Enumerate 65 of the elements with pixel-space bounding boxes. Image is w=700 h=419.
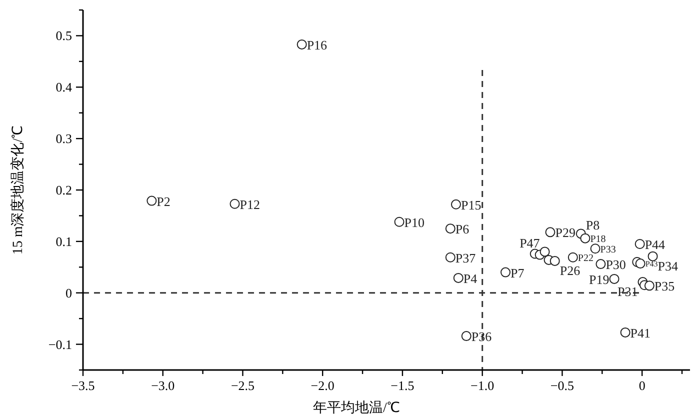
point [453,272,464,283]
data-label: P7 [510,265,525,280]
point [580,233,590,244]
point [568,252,578,262]
point [590,244,600,254]
point [146,196,157,206]
x-tick-label: −2.5 [230,378,255,393]
data-label: P37 [455,250,476,266]
point [596,259,606,270]
point [296,39,307,50]
x-tick-label: −1.0 [470,378,494,393]
point [500,267,511,278]
data-label: P29 [555,225,576,240]
y-tick-label: 0.3 [56,131,72,146]
point [545,227,556,238]
x-axis-title: 年平均地温/℃ [313,400,400,416]
point [450,199,461,210]
data-label: P43 [645,260,658,269]
data-label: P31 [617,284,638,300]
point [445,252,456,262]
data-label: P36 [471,329,492,344]
y-tick-label: −0.1 [48,336,72,352]
data-label: P10 [404,214,425,230]
data-label: P18 [590,234,606,246]
data-label: P22 [578,253,594,264]
x-tick-label: −3.5 [71,378,95,393]
data-label: P15 [460,197,482,212]
data-label: P16 [306,37,328,52]
x-tick-label: −1.5 [390,378,414,393]
data-label: P44 [644,237,666,252]
point [635,258,646,269]
point [550,256,560,266]
y-tick-label: 0.1 [56,234,72,249]
y-tick-label: 0.5 [56,28,72,44]
point [394,216,404,227]
data-label: P26 [560,262,581,278]
data-label: P35 [654,278,675,294]
data-label: P8 [586,218,600,233]
y-tick-label: 0 [66,285,72,300]
data-label: P6 [455,222,470,237]
x-tick-label: 0 [638,378,646,393]
data-label: P12 [240,196,260,212]
data-label: P47 [520,236,540,251]
point [230,198,240,209]
data-label: P19 [589,272,610,287]
point [540,246,550,257]
x-tick-label: −3.0 [151,378,175,393]
data-label: P41 [630,325,651,340]
data-label: P4 [463,270,478,286]
point [609,274,620,284]
point [644,280,654,291]
point [634,239,645,249]
point [445,224,456,234]
point [620,327,630,338]
data-label: P34 [658,258,679,274]
point [648,251,658,262]
data-label: P33 [600,244,616,256]
data-label: P2 [156,194,170,209]
y-tick-label: 0.4 [56,80,72,95]
y-axis-title: 15 m深度地温变化/℃ [10,125,26,255]
x-tick-label: −0.5 [550,378,574,393]
data-label: P30 [606,257,626,272]
x-tick-label: −2.0 [310,378,334,393]
y-tick-label: 0.2 [56,182,72,198]
point [461,331,472,342]
